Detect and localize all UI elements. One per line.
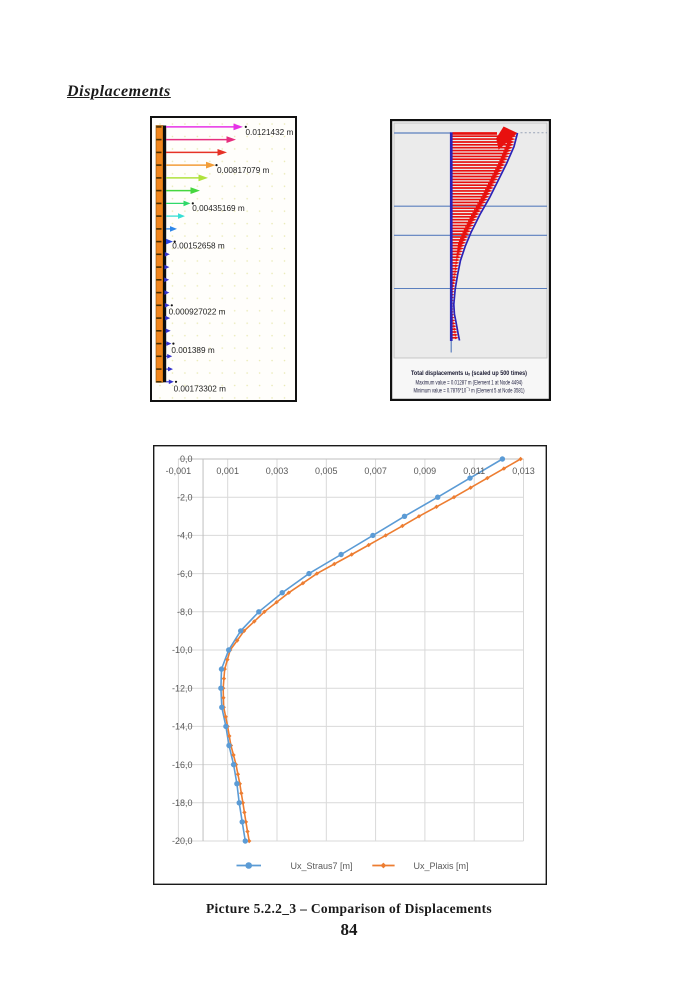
svg-text:0.00152658 m: 0.00152658 m [172,241,225,250]
svg-text:Ux_Straus7 [m]: Ux_Straus7 [m] [291,861,353,871]
svg-text:Maximum value = 0.01287 m (Ele: Maximum value = 0.01287 m (Element 1 at … [416,380,523,387]
svg-text:0.00173302 m: 0.00173302 m [174,384,227,393]
svg-text:0,003: 0,003 [266,466,289,476]
svg-text:0.00817079 m: 0.00817079 m [217,166,270,175]
svg-text:-10,0: -10,0 [172,645,193,655]
svg-text:0,005: 0,005 [315,466,338,476]
svg-text:Minimum value = 0.7876*10¯³ m: Minimum value = 0.7876*10¯³ m (Element 5… [414,388,525,395]
svg-text:-0,001: -0,001 [166,466,192,476]
svg-text:-18,0: -18,0 [172,798,193,808]
svg-text:0,011: 0,011 [463,466,485,476]
svg-text:-14,0: -14,0 [172,722,193,732]
svg-text:-2,0: -2,0 [177,492,193,502]
svg-text:-8,0: -8,0 [177,607,193,617]
svg-text:0,0: 0,0 [180,454,193,464]
svg-text:0.0121432 m: 0.0121432 m [246,128,294,137]
svg-text:0.00435169 m: 0.00435169 m [192,204,245,213]
svg-text:-16,0: -16,0 [172,760,193,770]
svg-text:-12,0: -12,0 [172,683,193,693]
svg-text:0,009: 0,009 [414,466,437,476]
svg-text:0.001389 m: 0.001389 m [171,346,214,355]
svg-text:0.000927022 m: 0.000927022 m [169,307,226,316]
svg-text:0,007: 0,007 [364,466,387,476]
svg-text:0,001: 0,001 [216,466,239,476]
svg-text:-4,0: -4,0 [177,531,193,541]
svg-text:-20,0: -20,0 [172,836,193,846]
svg-text:Ux_Plaxis [m]: Ux_Plaxis [m] [414,861,469,871]
svg-text:0,013: 0,013 [512,466,535,476]
svg-text:Total displacements uₓ (scaled: Total displacements uₓ (scaled up 500 ti… [411,370,527,377]
svg-text:-6,0: -6,0 [177,569,193,579]
